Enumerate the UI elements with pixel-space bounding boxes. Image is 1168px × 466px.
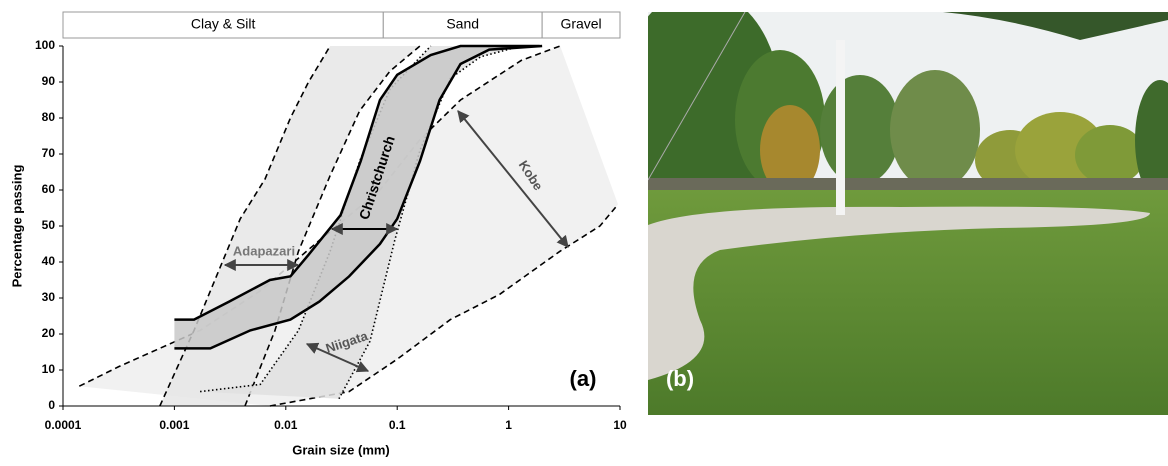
y-tick-label: 30 <box>42 290 56 304</box>
y-axis-title: Percentage passing <box>9 165 24 288</box>
band-label: Adapazari <box>233 243 295 258</box>
x-axis-title: Grain size (mm) <box>292 442 390 457</box>
panel-label: (b) <box>666 366 694 391</box>
y-tick-label: 80 <box>42 110 56 124</box>
y-tick-label: 70 <box>42 146 56 160</box>
x-tick-label: 0.0001 <box>45 418 82 432</box>
x-tick-label: 0.1 <box>389 418 406 432</box>
x-tick-label: 0.01 <box>274 418 298 432</box>
y-tick-label: 100 <box>35 38 55 52</box>
panel-label: (a) <box>570 366 597 391</box>
zone-label: Sand <box>446 16 479 32</box>
y-tick-label: 60 <box>42 182 56 196</box>
x-tick-label: 0.001 <box>159 418 189 432</box>
x-tick-label: 1 <box>505 418 512 432</box>
y-tick-label: 10 <box>42 362 56 376</box>
y-tick-label: 20 <box>42 326 56 340</box>
zone-label: Gravel <box>560 16 601 32</box>
photo: (b) <box>620 0 1168 415</box>
figure: Clay & Silt Sand Gravel 0 10 20 30 40 50 60 70 80 90… <box>0 0 1168 461</box>
y-tick-label: 0 <box>48 398 55 412</box>
y-tick-label: 90 <box>42 74 56 88</box>
plot: Clay & Silt Sand Gravel 0 10 20 30 40 50 60 70 80 90… <box>35 12 627 432</box>
zone-label: Clay & Silt <box>191 16 256 32</box>
y-tick-label: 50 <box>42 218 56 232</box>
y-tick-label: 40 <box>42 254 56 268</box>
x-tick-label: 10 <box>613 418 627 432</box>
